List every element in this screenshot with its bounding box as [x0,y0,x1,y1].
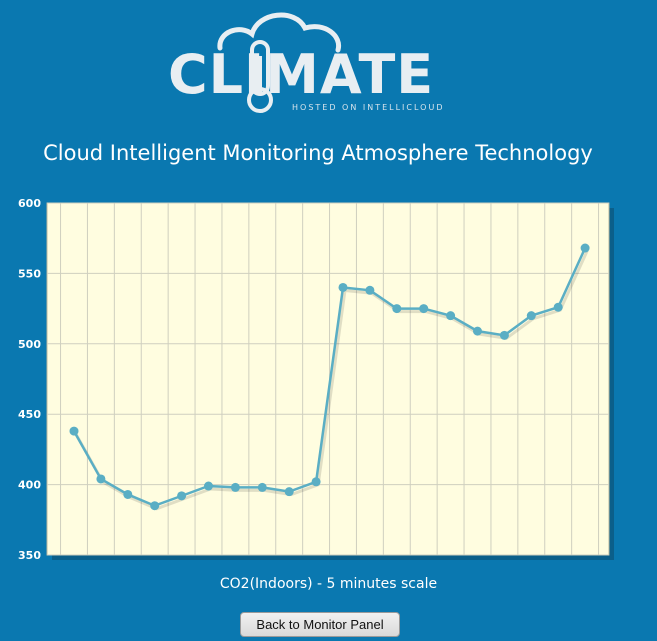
data-point [365,285,375,295]
back-to-monitor-panel-button[interactable]: Back to Monitor Panel [240,612,400,637]
data-point [526,311,536,321]
page-title: Cloud Intelligent Monitoring Atmosphere … [43,141,593,165]
data-point [311,477,321,487]
data-point [419,304,429,314]
logo-tagline: HOSTED ON INTELLICLOUD [292,103,445,112]
logo-wordmark: CLIMATE [168,43,435,106]
chart-svg: 350 400 450 500 550 600 [18,197,614,562]
data-point [392,304,402,314]
chart-x-label: CO2(Indoors) - 5 minutes scale [219,576,438,592]
y-tick-label: 450 [18,408,41,421]
data-point [553,302,563,312]
data-point [69,426,79,436]
data-point [338,282,348,292]
data-point [230,482,240,492]
cloud-icon [217,12,342,113]
co2-chart: 350 400 450 500 550 600 [0,190,657,580]
plot-area [46,202,610,556]
y-tick-label: 500 [18,338,41,351]
y-tick-label: 400 [18,479,41,492]
data-point [284,487,294,497]
y-tick-label: 550 [18,267,41,280]
data-point [257,482,267,492]
y-tick-label: 350 [18,549,41,562]
y-tick-label: 600 [18,197,41,210]
data-point [123,489,133,499]
series-line [72,247,587,508]
data-point [473,326,482,336]
data-point [96,474,106,484]
data-point [499,330,509,340]
climate-logo: CLIMATE HOSTED ON INTELLICLOUD [160,4,480,122]
data-point [177,491,187,501]
data-point [580,243,590,253]
data-point [446,311,456,321]
data-point [204,481,213,491]
data-point [150,501,160,511]
